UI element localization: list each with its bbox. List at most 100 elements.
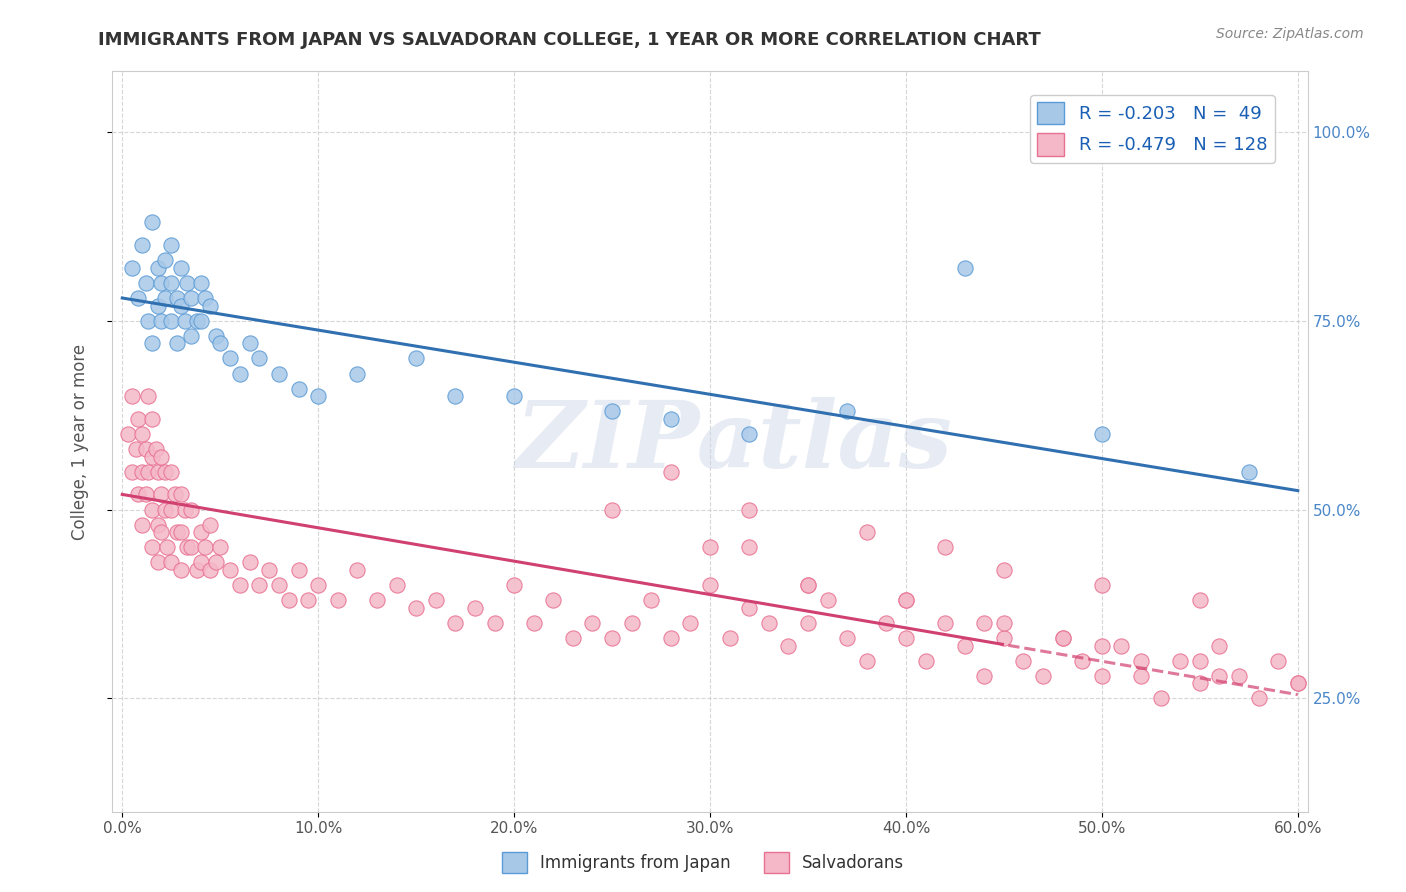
Point — [257, 563, 280, 577]
Point — [141, 502, 163, 516]
Point — [200, 563, 222, 577]
Point — [1091, 639, 1114, 653]
Point — [1188, 654, 1211, 668]
Point — [1227, 669, 1250, 683]
Point — [277, 593, 299, 607]
Point — [200, 517, 222, 532]
Point — [600, 404, 623, 418]
Point — [136, 313, 159, 327]
Point — [160, 238, 183, 252]
Point — [1071, 654, 1094, 668]
Point — [135, 487, 157, 501]
Point — [973, 615, 995, 630]
Point — [738, 427, 761, 442]
Point — [176, 541, 198, 555]
Point — [186, 313, 208, 327]
Point — [561, 631, 583, 645]
Point — [953, 260, 976, 275]
Point — [287, 382, 309, 396]
Point — [125, 442, 148, 456]
Point — [117, 427, 139, 442]
Point — [150, 487, 173, 501]
Point — [180, 328, 202, 343]
Point — [200, 299, 222, 313]
Point — [146, 260, 169, 275]
Point — [180, 541, 202, 555]
Point — [170, 525, 193, 540]
Point — [186, 563, 208, 577]
Point — [190, 556, 212, 570]
Point — [239, 336, 262, 351]
Point — [166, 525, 188, 540]
Point — [141, 450, 163, 464]
Point — [444, 615, 467, 630]
Point — [894, 593, 917, 607]
Point — [797, 578, 820, 592]
Point — [205, 328, 228, 343]
Point — [444, 389, 467, 403]
Point — [1168, 654, 1191, 668]
Point — [1091, 578, 1114, 592]
Point — [366, 593, 388, 607]
Point — [267, 578, 290, 592]
Point — [385, 578, 408, 592]
Point — [146, 465, 169, 479]
Point — [640, 593, 662, 607]
Point — [934, 615, 956, 630]
Point — [600, 502, 623, 516]
Point — [1208, 669, 1230, 683]
Point — [131, 238, 153, 252]
Point — [121, 465, 143, 479]
Point — [993, 563, 1015, 577]
Point — [146, 299, 169, 313]
Point — [176, 276, 198, 290]
Point — [170, 487, 193, 501]
Point — [165, 487, 187, 501]
Point — [797, 578, 820, 592]
Point — [1130, 669, 1153, 683]
Point — [155, 253, 177, 268]
Point — [193, 291, 215, 305]
Point — [229, 578, 252, 592]
Point — [346, 563, 368, 577]
Point — [543, 593, 565, 607]
Point — [503, 578, 526, 592]
Point — [1267, 654, 1289, 668]
Point — [973, 669, 995, 683]
Point — [170, 260, 193, 275]
Point — [150, 450, 173, 464]
Point — [718, 631, 741, 645]
Point — [166, 291, 188, 305]
Point — [894, 631, 917, 645]
Point — [121, 389, 143, 403]
Point — [1149, 691, 1171, 706]
Point — [146, 517, 169, 532]
Point — [1091, 669, 1114, 683]
Point — [1286, 676, 1309, 690]
Point — [855, 525, 877, 540]
Point — [249, 578, 271, 592]
Point — [267, 367, 290, 381]
Point — [166, 336, 188, 351]
Point — [131, 427, 153, 442]
Point — [817, 593, 839, 607]
Point — [136, 465, 159, 479]
Point — [141, 541, 163, 555]
Point — [141, 215, 163, 229]
Legend: Immigrants from Japan, Salvadorans: Immigrants from Japan, Salvadorans — [495, 846, 911, 880]
Point — [141, 412, 163, 426]
Point — [174, 502, 197, 516]
Point — [160, 502, 183, 516]
Point — [174, 313, 197, 327]
Point — [484, 615, 506, 630]
Point — [180, 502, 202, 516]
Point — [307, 389, 329, 403]
Point — [405, 600, 427, 615]
Y-axis label: College, 1 year or more: College, 1 year or more — [70, 343, 89, 540]
Point — [219, 351, 242, 366]
Point — [155, 291, 177, 305]
Point — [1286, 676, 1309, 690]
Point — [127, 412, 149, 426]
Point — [993, 631, 1015, 645]
Point — [136, 389, 159, 403]
